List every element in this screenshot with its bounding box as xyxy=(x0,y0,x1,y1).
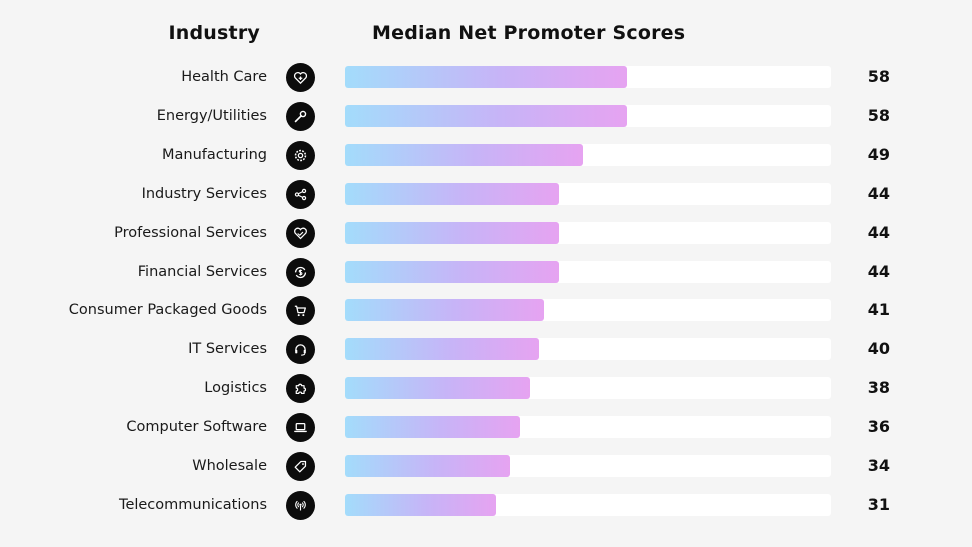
category-label: Professional Services xyxy=(114,224,267,241)
category-label: Manufacturing xyxy=(162,146,267,163)
bar-row-telecommunications: Telecommunications 31 xyxy=(0,489,972,521)
industry-column-header: Industry xyxy=(168,22,260,44)
data-label: 44 xyxy=(867,222,890,242)
bar xyxy=(345,416,520,439)
wrench-icon xyxy=(286,101,315,131)
category-label: Industry Services xyxy=(141,185,267,202)
share-nodes-icon xyxy=(286,179,315,209)
gear-icon xyxy=(286,140,315,170)
bar xyxy=(345,143,584,166)
data-label: 34 xyxy=(867,456,890,475)
dollar-cycle-icon xyxy=(286,257,315,287)
bar xyxy=(345,455,511,477)
data-label: 49 xyxy=(867,144,890,164)
category-label: Computer Software xyxy=(126,419,267,436)
bar xyxy=(345,299,545,322)
data-label: 38 xyxy=(867,378,890,398)
shopping-cart-icon xyxy=(286,296,315,326)
bar-track xyxy=(345,416,831,439)
bar-row-energy-utilities: Energy/Utilities 58 xyxy=(0,100,972,132)
puzzle-icon xyxy=(286,374,315,404)
bar-track xyxy=(345,455,831,477)
bar-track xyxy=(345,493,831,516)
broadcast-icon xyxy=(286,490,315,520)
bar-track xyxy=(345,143,831,166)
headset-icon xyxy=(286,335,315,365)
bar-row-wholesale: Wholesale 34 xyxy=(0,450,972,482)
bar-track xyxy=(345,377,831,400)
bar-row-manufacturing: Manufacturing 49 xyxy=(0,139,972,171)
data-label: 58 xyxy=(867,105,890,125)
bar xyxy=(345,66,627,88)
bar-track xyxy=(345,338,831,361)
bar-row-consumer-packaged-goods: Consumer Packaged Goods 41 xyxy=(0,294,972,326)
bar-row-computer-software: Computer Software 36 xyxy=(0,411,972,443)
price-tag-icon xyxy=(286,452,315,481)
data-label: 58 xyxy=(867,67,890,86)
data-label: 41 xyxy=(867,300,890,320)
category-label: Health Care xyxy=(181,69,267,85)
category-label: Wholesale xyxy=(192,458,267,474)
bar-track xyxy=(345,260,831,283)
bar xyxy=(345,338,540,361)
bar xyxy=(345,104,627,127)
category-label: Financial Services xyxy=(137,263,267,280)
bar-row-it-services: IT Services 40 xyxy=(0,333,972,365)
bar-track xyxy=(345,299,831,322)
data-label: 40 xyxy=(867,339,890,359)
bar xyxy=(345,260,559,283)
bar xyxy=(345,182,559,205)
bar xyxy=(345,221,559,244)
bar-row-financial-services: Financial Services 44 xyxy=(0,256,972,288)
laptop-icon xyxy=(286,413,315,443)
category-label: Consumer Packaged Goods xyxy=(68,302,267,319)
data-label: 44 xyxy=(867,183,890,203)
bar-track xyxy=(345,66,831,88)
chart-title: Median Net Promoter Scores xyxy=(372,22,686,44)
data-label: 36 xyxy=(867,417,890,437)
category-label: Energy/Utilities xyxy=(156,107,267,124)
bar-row-health-care: Health Care 58 xyxy=(0,61,972,93)
bar xyxy=(345,377,530,400)
category-label: Logistics xyxy=(204,380,267,397)
bar-row-industry-services: Industry Services 44 xyxy=(0,178,972,210)
heart-plus-icon xyxy=(286,63,315,92)
bar-row-professional-services: Professional Services 44 xyxy=(0,217,972,249)
data-label: 44 xyxy=(867,261,890,281)
bar-row-logistics: Logistics 38 xyxy=(0,372,972,404)
bar-track xyxy=(345,182,831,205)
category-label: IT Services xyxy=(188,341,267,358)
bar-track xyxy=(345,104,831,127)
handshake-heart-icon xyxy=(286,218,315,248)
category-label: Telecommunications xyxy=(119,496,267,513)
bar-track xyxy=(345,221,831,244)
data-label: 31 xyxy=(867,494,890,514)
bar xyxy=(345,493,496,516)
